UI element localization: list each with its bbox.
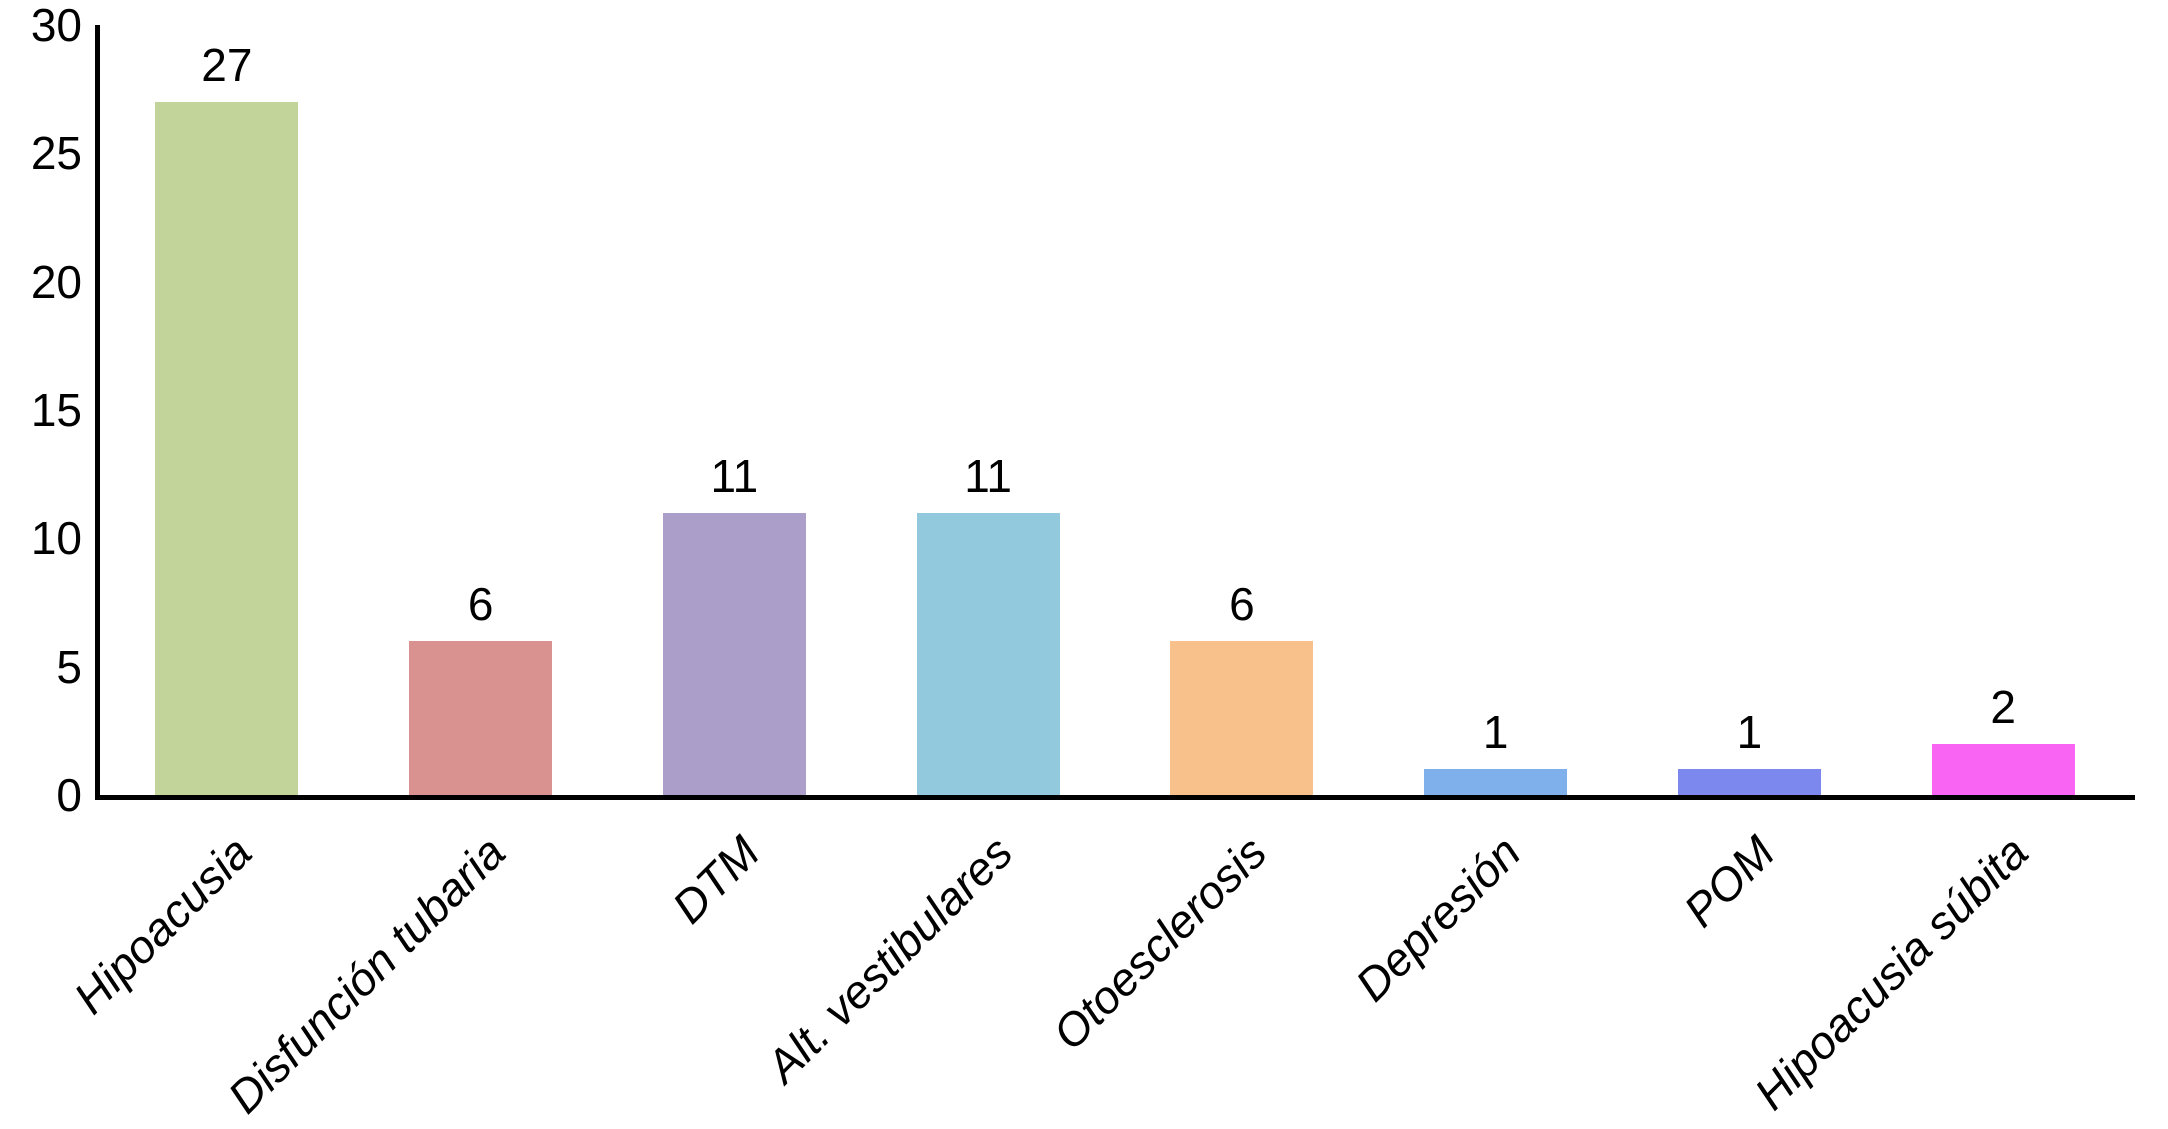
bar bbox=[662, 512, 806, 795]
bar-group: 1 bbox=[1623, 25, 1877, 795]
bar bbox=[155, 102, 299, 795]
bar-group: 11 bbox=[861, 25, 1115, 795]
bar-value-label: 6 bbox=[467, 578, 494, 630]
bar bbox=[1170, 641, 1314, 795]
x-label-slot: Hipoacusia súbita bbox=[1744, 818, 2130, 1129]
x-category-label: DTM bbox=[661, 825, 770, 934]
bars-container: 27 6 11 11 6 bbox=[100, 25, 2130, 795]
x-label-slot: Disfunción tubaria bbox=[218, 818, 608, 1129]
bar-group: 1 bbox=[1369, 25, 1623, 795]
x-label-slot: DTM bbox=[608, 818, 862, 1129]
bar-group: 27 bbox=[100, 25, 354, 795]
bar-value-label: 11 bbox=[710, 449, 759, 502]
plot-area-axes bbox=[95, 25, 2135, 800]
bar bbox=[1424, 769, 1568, 795]
x-label-slot: Otoesclerosis bbox=[1043, 818, 1369, 1129]
x-category-label: Hipoacusia bbox=[63, 825, 262, 1024]
bar-group: 6 bbox=[1115, 25, 1369, 795]
bar bbox=[1677, 769, 1821, 795]
x-category-label: POM bbox=[1673, 825, 1785, 937]
x-label-slot: Alt. vestibulares bbox=[756, 818, 1115, 1129]
bar-value-label: 11 bbox=[964, 449, 1012, 502]
bar bbox=[1931, 743, 2075, 795]
bar-group: 11 bbox=[608, 25, 862, 795]
bar-group: 2 bbox=[1876, 25, 2130, 795]
x-label-slot: Depresión bbox=[1345, 818, 1623, 1129]
bar-value-label: 1 bbox=[1482, 706, 1509, 759]
x-axis-category-labels: Hipoacusia Disfunción tubaria DTM Alt. v… bbox=[64, 818, 2130, 1129]
y-axis-tick-labels: 30 25 20 15 10 5 0 bbox=[30, 0, 82, 821]
bar-value-label: 6 bbox=[1229, 578, 1255, 630]
bar-value-label: 27 bbox=[201, 39, 253, 91]
x-category-label: Depresión bbox=[1345, 825, 1531, 1011]
bar-value-label: 2 bbox=[1990, 680, 2016, 733]
bar-value-label: 1 bbox=[1736, 706, 1763, 759]
bar bbox=[916, 512, 1060, 795]
bar bbox=[409, 641, 553, 795]
bar-group: 6 bbox=[354, 25, 608, 795]
